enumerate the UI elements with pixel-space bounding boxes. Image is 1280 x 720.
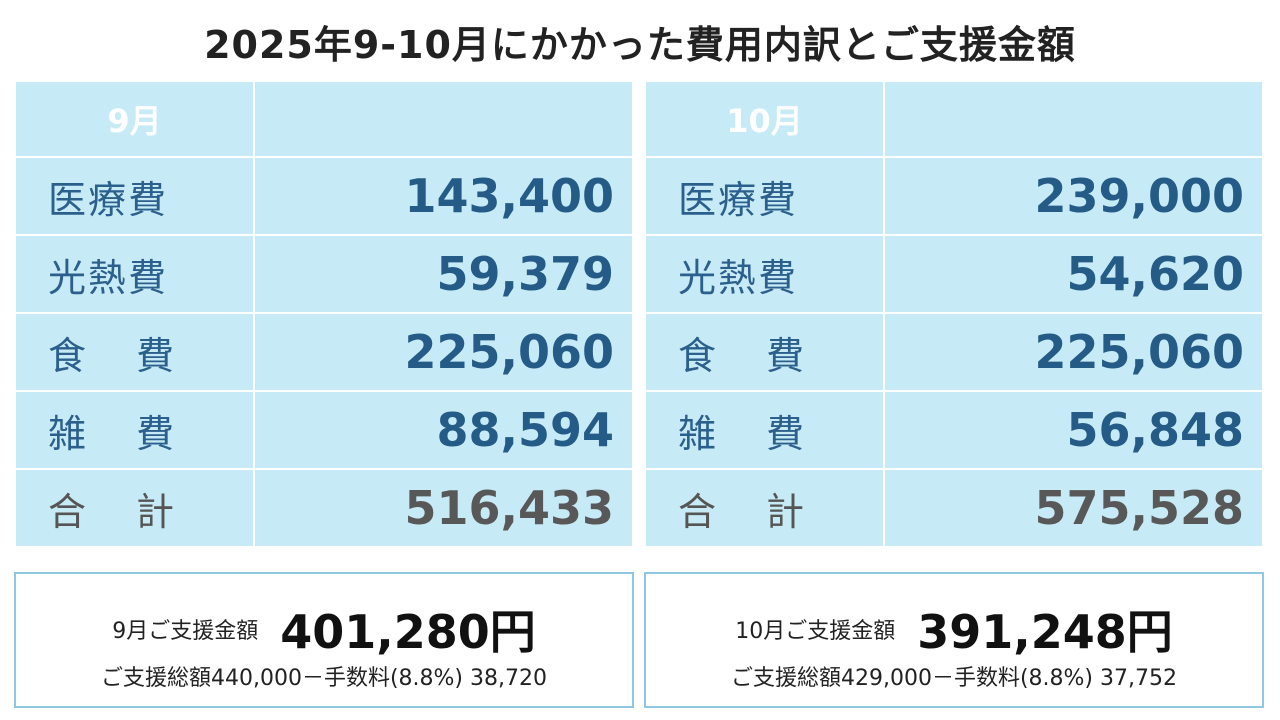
expense-label-food: 食費 xyxy=(644,312,885,392)
expense-value-utilities: 59,379 xyxy=(253,234,634,314)
expense-label-misc: 雑費 xyxy=(644,390,885,470)
expense-value-medical: 239,000 xyxy=(883,156,1264,236)
month-label: 9月 xyxy=(14,80,255,158)
table-row: 雑費 56,848 xyxy=(644,390,1264,470)
table-row-total: 合計 516,433 xyxy=(14,468,634,548)
expense-label-utilities: 光熱費 xyxy=(14,234,255,314)
september-support-box: 9月ご支援金額 401,280円 ご支援総額440,000－手数料(8.8%) 3… xyxy=(14,572,634,708)
expense-label-utilities: 光熱費 xyxy=(644,234,885,314)
expense-label-total: 合計 xyxy=(644,468,885,548)
october-expense-table: 10月 医療費 239,000 光熱費 54,620 食費 225,060 雑費… xyxy=(644,80,1264,548)
october-panel: 10月 医療費 239,000 光熱費 54,620 食費 225,060 雑費… xyxy=(644,80,1264,548)
header-empty-cell xyxy=(253,80,634,158)
expense-label-medical: 医療費 xyxy=(644,156,885,236)
table-row-total: 合計 575,528 xyxy=(644,468,1264,548)
support-label: 9月ご支援金額 xyxy=(112,619,259,644)
expense-value-misc: 88,594 xyxy=(253,390,634,470)
october-support-box: 10月ご支援金額 391,248円 ご支援総額429,000－手数料(8.8%) … xyxy=(644,572,1264,708)
table-row: 医療費 239,000 xyxy=(644,156,1264,236)
table-row: 光熱費 59,379 xyxy=(14,234,634,314)
table-row: 光熱費 54,620 xyxy=(644,234,1264,314)
expense-label-misc: 雑費 xyxy=(14,390,255,470)
support-amount: 401,280円 xyxy=(280,605,536,659)
table-header-row: 9月 xyxy=(14,80,634,158)
support-detail: ご支援総額440,000－手数料(8.8%) 38,720 xyxy=(100,666,547,691)
table-row: 食費 225,060 xyxy=(644,312,1264,392)
table-row: 食費 225,060 xyxy=(14,312,634,392)
table-row: 雑費 88,594 xyxy=(14,390,634,470)
expense-value-medical: 143,400 xyxy=(253,156,634,236)
table-row: 医療費 143,400 xyxy=(14,156,634,236)
expense-value-misc: 56,848 xyxy=(883,390,1264,470)
expense-value-utilities: 54,620 xyxy=(883,234,1264,314)
header-empty-cell xyxy=(883,80,1264,158)
expense-label-medical: 医療費 xyxy=(14,156,255,236)
support-detail: ご支援総額429,000－手数料(8.8%) 37,752 xyxy=(730,666,1177,691)
expense-label-total: 合計 xyxy=(14,468,255,548)
september-expense-table: 9月 医療費 143,400 光熱費 59,379 食費 225,060 雑費 … xyxy=(14,80,634,548)
expense-value-total: 516,433 xyxy=(253,468,634,548)
support-amount: 391,248円 xyxy=(917,605,1173,659)
expense-value-food: 225,060 xyxy=(253,312,634,392)
support-label: 10月ご支援金額 xyxy=(735,619,896,644)
page-title: 2025年9-10月にかかった費用内訳とご支援金額 xyxy=(204,23,1076,67)
expense-value-total: 575,528 xyxy=(883,468,1264,548)
expense-label-food: 食費 xyxy=(14,312,255,392)
month-label: 10月 xyxy=(644,80,885,158)
expense-value-food: 225,060 xyxy=(883,312,1264,392)
september-panel: 9月 医療費 143,400 光熱費 59,379 食費 225,060 雑費 … xyxy=(14,80,634,548)
table-header-row: 10月 xyxy=(644,80,1264,158)
